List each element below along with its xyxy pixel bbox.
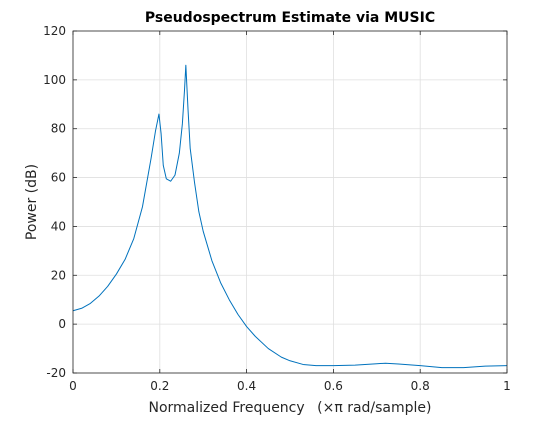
y-axis-title: Power (dB) [24,164,40,240]
y-tick-label: 100 [43,73,66,87]
x-axis-title-text: Normalized Frequency [149,400,305,416]
x-tick-label: 0 [69,379,77,393]
x-tick-label: 0.4 [237,379,256,393]
x-tick-label: 0.8 [411,379,430,393]
y-tick-label: 60 [51,171,66,185]
x-tick-label: 0.6 [324,379,343,393]
x-tick-label: 0.2 [150,379,169,393]
y-tick-label: 0 [58,317,66,331]
x-axis-title: Normalized Frequency (×π rad/sample) [149,400,432,416]
x-tick-label: 1 [503,379,511,393]
y-tick-label: 40 [51,219,66,233]
y-tick-label: 80 [51,122,66,136]
y-tick-label: 20 [51,268,66,282]
music-pseudospectrum-line [72,64,508,369]
plot-area [72,64,508,369]
x-axis-title-unit: (×π rad/sample) [317,400,431,416]
y-tick-label: 120 [43,24,66,38]
y-tick-label: -20 [46,366,66,380]
axes-box [72,30,508,374]
chart-title: Pseudospectrum Estimate via MUSIC [145,10,435,26]
